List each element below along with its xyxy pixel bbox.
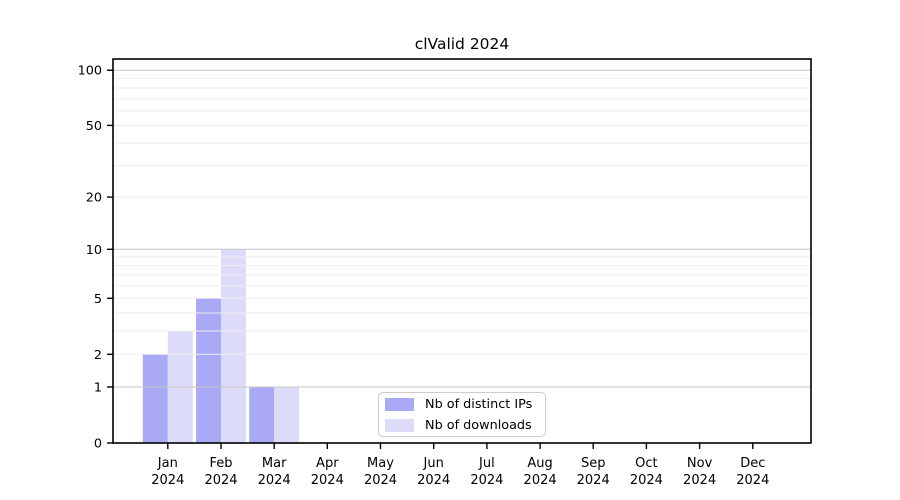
x-tick-label-year: 2024	[417, 473, 450, 488]
x-tick-label-year: 2024	[470, 473, 503, 488]
legend-item-distinct-ips: Nb of distinct IPs	[385, 397, 545, 412]
legend: Nb of distinct IPs Nb of downloads	[378, 392, 546, 437]
x-tick-label-month: Nov	[687, 456, 713, 471]
bar-series0-month0	[142, 354, 168, 443]
legend-label-distinct-ips: Nb of distinct IPs	[425, 396, 533, 412]
x-tick-label-year: 2024	[311, 473, 344, 488]
x-tick-label-year: 2024	[577, 473, 610, 488]
y-tick-label: 2	[94, 348, 102, 363]
x-tick-label-month: Jun	[423, 456, 444, 471]
legend-swatch-distinct-ips	[385, 397, 414, 411]
x-tick-label-month: Dec	[740, 456, 765, 471]
x-tick-label-month: Mar	[262, 456, 287, 471]
x-tick-label-month: Apr	[316, 456, 339, 471]
x-tick-label-year: 2024	[736, 473, 769, 488]
x-tick-label-year: 2024	[683, 473, 716, 488]
legend-label-downloads: Nb of downloads	[425, 417, 532, 433]
x-tick-label-month: Sep	[581, 456, 606, 471]
x-tick-label-month: Jan	[157, 456, 178, 471]
y-tick-label: 20	[86, 191, 102, 206]
legend-swatch-downloads	[385, 418, 414, 432]
x-tick-label-year: 2024	[524, 473, 557, 488]
bar-series1-month2	[274, 387, 300, 443]
x-tick-label-month: Oct	[635, 456, 657, 471]
x-tick-label-year: 2024	[258, 473, 291, 488]
x-tick-label-year: 2024	[151, 473, 184, 488]
y-tick-label: 10	[86, 243, 102, 258]
y-tick-label: 1	[94, 381, 102, 396]
plot-border	[112, 58, 812, 444]
y-tick-label: 100	[78, 64, 102, 79]
y-tick-label: 5	[94, 292, 102, 307]
bar-series1-month1	[221, 249, 246, 443]
x-tick-label-month: May	[367, 456, 394, 471]
x-tick-label-month: Jul	[478, 456, 495, 471]
y-tick-label: 50	[86, 119, 102, 134]
x-tick-label-year: 2024	[364, 473, 397, 488]
x-tick-label-year: 2024	[630, 473, 663, 488]
x-tick-label-year: 2024	[204, 473, 237, 488]
bar-series0-month2	[249, 387, 275, 443]
x-tick-label-month: Feb	[209, 456, 232, 471]
y-tick-label: 0	[94, 437, 102, 452]
x-tick-label-month: Aug	[527, 456, 552, 471]
legend-item-downloads: Nb of downloads	[385, 418, 545, 433]
bar-series0-month1	[196, 298, 221, 443]
chart-title: clValid 2024	[414, 35, 510, 53]
